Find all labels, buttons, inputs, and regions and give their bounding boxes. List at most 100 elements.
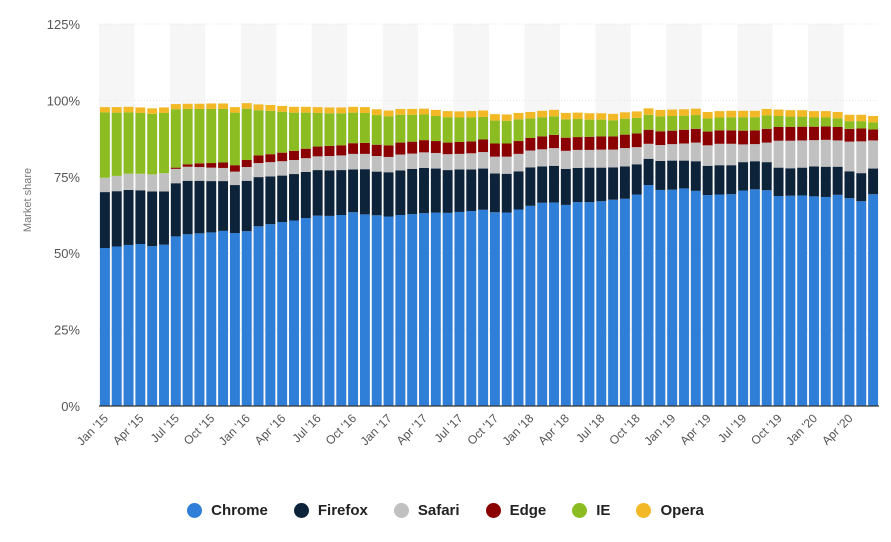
bar-segment-opera[interactable] — [868, 115, 879, 123]
bar-segment-ie[interactable] — [537, 117, 548, 137]
bar-segment-firefox[interactable] — [359, 169, 370, 215]
bar-segment-firefox[interactable] — [785, 168, 796, 196]
bar-segment-opera[interactable] — [466, 111, 477, 118]
bar-segment-chrome[interactable] — [773, 196, 784, 406]
bar-segment-firefox[interactable] — [99, 192, 110, 249]
bar-segment-firefox[interactable] — [738, 162, 749, 191]
bar-segment-safari[interactable] — [584, 149, 595, 168]
bar-segment-safari[interactable] — [608, 149, 619, 168]
bar-segment-opera[interactable] — [147, 108, 158, 114]
bar-segment-opera[interactable] — [478, 110, 489, 117]
bar-segment-ie[interactable] — [560, 119, 571, 138]
bar-segment-edge[interactable] — [206, 163, 217, 168]
bar-segment-safari[interactable] — [300, 158, 311, 172]
bar-segment-safari[interactable] — [265, 162, 276, 177]
bar-segment-opera[interactable] — [773, 109, 784, 116]
bar-segment-ie[interactable] — [773, 115, 784, 127]
bar-segment-safari[interactable] — [430, 152, 441, 169]
bar-segment-opera[interactable] — [159, 107, 169, 113]
bar-segment-chrome[interactable] — [844, 198, 855, 406]
bar-segment-edge[interactable] — [584, 136, 595, 150]
bar-segment-opera[interactable] — [549, 109, 559, 117]
bar-segment-safari[interactable] — [690, 142, 701, 162]
bar-segment-edge[interactable] — [655, 131, 666, 146]
bar-segment-opera[interactable] — [560, 112, 571, 120]
bar-segment-opera[interactable] — [738, 110, 749, 118]
bar-segment-firefox[interactable] — [135, 190, 146, 245]
bar-segment-firefox[interactable] — [549, 165, 559, 203]
bar-segment-ie[interactable] — [324, 113, 335, 146]
bar-segment-ie[interactable] — [289, 112, 299, 151]
bar-segment-edge[interactable] — [442, 142, 453, 155]
bar-segment-chrome[interactable] — [726, 194, 737, 406]
bar-segment-safari[interactable] — [336, 155, 347, 171]
bar-segment-opera[interactable] — [749, 110, 760, 118]
legend-item-edge[interactable]: Edge — [485, 502, 546, 519]
bar-segment-firefox[interactable] — [312, 170, 323, 216]
bar-segment-safari[interactable] — [159, 173, 169, 192]
bar-segment-edge[interactable] — [170, 167, 181, 169]
bar-segment-edge[interactable] — [832, 126, 843, 141]
bar-segment-chrome[interactable] — [419, 213, 429, 406]
bar-segment-firefox[interactable] — [218, 181, 229, 231]
bar-segment-opera[interactable] — [289, 106, 299, 113]
bar-segment-opera[interactable] — [324, 107, 335, 114]
bar-segment-ie[interactable] — [667, 115, 678, 131]
bar-segment-safari[interactable] — [289, 159, 299, 175]
bar-segment-safari[interactable] — [135, 173, 146, 191]
bar-segment-safari[interactable] — [182, 166, 193, 181]
bar-segment-opera[interactable] — [655, 109, 666, 117]
bar-segment-safari[interactable] — [419, 152, 429, 168]
bar-segment-safari[interactable] — [868, 140, 879, 169]
bar-segment-safari[interactable] — [525, 150, 536, 168]
bar-segment-ie[interactable] — [395, 114, 406, 143]
bar-segment-chrome[interactable] — [241, 231, 252, 406]
bar-segment-opera[interactable] — [820, 111, 831, 118]
bar-segment-chrome[interactable] — [797, 195, 808, 406]
bar-segment-edge[interactable] — [182, 164, 193, 167]
bar-segment-firefox[interactable] — [726, 165, 737, 195]
bar-segment-chrome[interactable] — [218, 230, 229, 406]
bar-segment-ie[interactable] — [123, 112, 134, 174]
bar-segment-opera[interactable] — [206, 103, 217, 109]
bar-segment-safari[interactable] — [194, 167, 205, 181]
bar-segment-firefox[interactable] — [265, 176, 276, 225]
bar-segment-safari[interactable] — [359, 153, 370, 170]
bar-segment-ie[interactable] — [749, 117, 760, 131]
bar-segment-ie[interactable] — [99, 112, 110, 178]
bar-segment-safari[interactable] — [596, 149, 607, 168]
bar-segment-opera[interactable] — [596, 113, 607, 120]
bar-segment-chrome[interactable] — [679, 188, 689, 406]
bar-segment-safari[interactable] — [277, 161, 288, 176]
bar-segment-edge[interactable] — [856, 128, 867, 142]
bar-segment-ie[interactable] — [631, 117, 642, 134]
bar-segment-safari[interactable] — [773, 140, 784, 168]
bar-segment-firefox[interactable] — [560, 168, 571, 205]
bar-segment-firefox[interactable] — [324, 170, 335, 216]
bar-segment-edge[interactable] — [229, 165, 240, 172]
bar-segment-firefox[interactable] — [797, 167, 808, 196]
bar-segment-chrome[interactable] — [312, 215, 323, 406]
bar-segment-firefox[interactable] — [596, 167, 607, 202]
bar-segment-safari[interactable] — [702, 145, 713, 166]
bar-segment-safari[interactable] — [170, 168, 181, 184]
bar-segment-ie[interactable] — [430, 115, 441, 142]
bar-segment-ie[interactable] — [277, 111, 288, 153]
bar-segment-firefox[interactable] — [111, 191, 122, 247]
bar-segment-ie[interactable] — [655, 116, 666, 132]
bar-segment-ie[interactable] — [513, 119, 524, 142]
bar-segment-edge[interactable] — [395, 142, 406, 155]
bar-segment-chrome[interactable] — [336, 215, 347, 406]
bar-segment-opera[interactable] — [407, 108, 418, 115]
bar-segment-edge[interactable] — [572, 137, 583, 150]
bar-segment-edge[interactable] — [466, 141, 477, 154]
bar-segment-opera[interactable] — [383, 110, 394, 117]
bar-segment-firefox[interactable] — [856, 173, 867, 202]
bar-segment-edge[interactable] — [419, 140, 429, 153]
bar-segment-opera[interactable] — [241, 103, 252, 109]
bar-segment-chrome[interactable] — [655, 189, 666, 406]
bar-segment-firefox[interactable] — [336, 170, 347, 215]
bar-segment-edge[interactable] — [478, 139, 489, 153]
bar-segment-firefox[interactable] — [206, 181, 217, 233]
bar-segment-edge[interactable] — [253, 155, 264, 164]
